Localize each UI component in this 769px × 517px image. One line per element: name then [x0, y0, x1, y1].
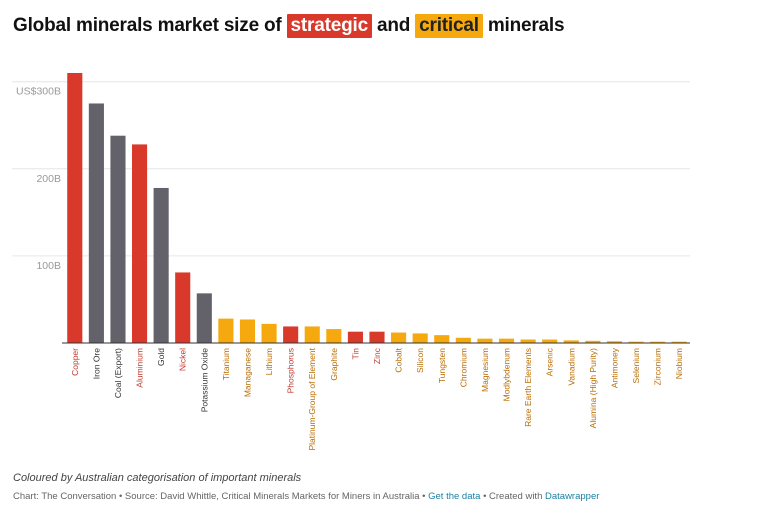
x-tick-label: Graphite — [329, 348, 339, 381]
bar — [520, 339, 536, 343]
x-tick-label: Titanium — [221, 348, 231, 380]
bar — [239, 319, 256, 343]
x-tick-label: Potassium Oxide — [199, 348, 209, 413]
title-strategic-highlight: strategic — [286, 14, 372, 38]
bar — [326, 329, 342, 343]
bar — [391, 332, 407, 343]
x-tick-label: Rare Earth Elements — [523, 348, 533, 427]
x-tick-label: Nickel — [178, 348, 188, 371]
bar — [175, 272, 191, 343]
bar — [650, 341, 666, 343]
bar — [369, 331, 385, 343]
y-tick-label: 200B — [36, 173, 61, 185]
bar — [304, 326, 320, 343]
bar — [283, 326, 299, 343]
chart-title: Global minerals market size of strategic… — [13, 14, 565, 38]
bar — [628, 341, 644, 343]
x-tick-label: Gold — [156, 348, 166, 366]
x-tick-label: Zinc — [372, 347, 382, 364]
chart-notes: Coloured by Australian categorisation of… — [13, 472, 302, 484]
x-tick-label: Phosphorus — [286, 348, 296, 393]
x-tick-label: Copper — [70, 348, 80, 376]
x-tick-label: Lithium — [264, 348, 274, 375]
bar — [412, 333, 428, 343]
x-tick-label: Platinum-Group of Element — [307, 347, 317, 450]
x-tick-label: Alumina (High Purity) — [588, 348, 598, 428]
title-text-1: Global minerals market size of — [13, 15, 282, 36]
bar — [88, 103, 104, 343]
x-tick-label: Aluminium — [135, 348, 145, 388]
credit-text: Chart: The Conversation • Source: David … — [13, 491, 426, 502]
bar — [498, 338, 515, 343]
x-tick-label: Magnesium — [480, 348, 490, 392]
x-tick-label: Niobium — [674, 348, 684, 379]
chart-footer: Chart: The Conversation • Source: David … — [13, 491, 599, 502]
bar — [606, 341, 623, 343]
title-critical-highlight: critical — [415, 14, 483, 38]
bar — [434, 335, 450, 343]
bar — [196, 293, 212, 343]
x-tick-label: Antimoney — [609, 347, 619, 388]
bar — [131, 144, 148, 343]
x-tick-label: Vanadium — [566, 348, 576, 386]
x-tick-label: Modlybdenum — [502, 348, 512, 401]
x-tick-label: Iron Ore — [91, 348, 101, 379]
bar — [218, 318, 234, 343]
bar — [153, 187, 169, 343]
x-tick-label: Managanese — [242, 348, 252, 397]
x-tick-label: Arsenic — [545, 347, 555, 376]
x-tick-label: Tungsten — [437, 348, 447, 383]
bar — [585, 340, 601, 343]
bar-chart: 100B 200B US$300B Copper Iron Ore Coal (Expor… — [12, 72, 690, 451]
y-tick-label: 100B — [36, 260, 61, 272]
title-text-2: minerals — [487, 15, 565, 36]
created-with-text: • Created with — [483, 491, 543, 502]
x-tick-label: Chromium — [458, 348, 468, 387]
bar — [67, 72, 83, 344]
x-tick-label: Cobalt — [394, 347, 404, 372]
bar — [347, 331, 363, 343]
datawrapper-link[interactable]: Datawrapper — [545, 491, 600, 502]
x-tick-label: Zirconium — [653, 348, 663, 385]
title-text-and: and — [376, 15, 411, 36]
bar — [671, 341, 687, 343]
bar — [110, 135, 126, 343]
bar — [455, 337, 471, 343]
get-data-link[interactable]: Get the data — [428, 491, 481, 502]
y-tick-label: US$300B — [16, 86, 61, 98]
x-tick-label: Coal (Export) — [113, 348, 123, 398]
bar — [542, 339, 558, 343]
bar — [477, 338, 493, 343]
x-tick-label: Selenium — [631, 348, 641, 383]
bar — [261, 323, 277, 343]
x-tick-label: Silicon — [415, 348, 425, 373]
x-tick-label: Tin — [350, 348, 360, 360]
bar — [563, 340, 579, 343]
